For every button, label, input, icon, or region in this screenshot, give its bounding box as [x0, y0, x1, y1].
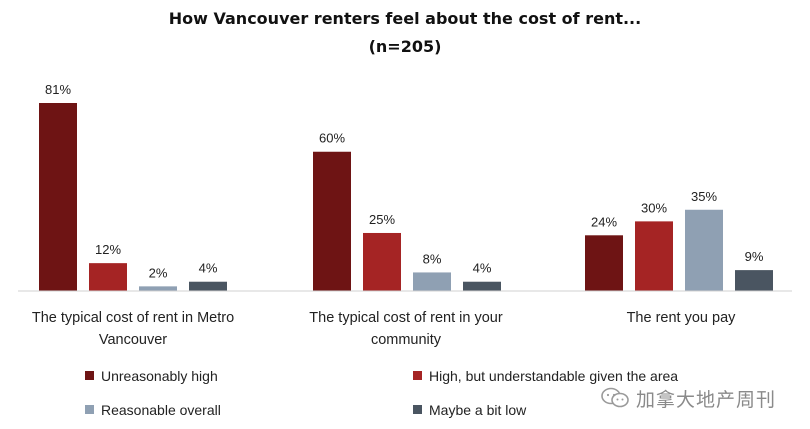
data-label-3-4: 9% — [745, 249, 764, 264]
bar-2-4 — [463, 281, 501, 291]
legend-swatch-2 — [413, 371, 422, 380]
data-label-2-1: 60% — [319, 131, 345, 146]
category-label-2-line-1: The typical cost of rent in your — [309, 310, 503, 326]
category-label-2-line-2: community — [371, 332, 442, 348]
bar-3-1 — [585, 235, 623, 291]
category-label-3-line-1: The rent you pay — [627, 310, 737, 326]
chart-title: How Vancouver renters feel about the cos… — [169, 9, 641, 28]
legend-swatch-3 — [85, 405, 94, 414]
wechat-icon — [601, 387, 629, 408]
chart-subtitle: (n=205) — [369, 37, 442, 56]
legend-label-1: Unreasonably high — [101, 368, 218, 384]
bar-2-2 — [363, 232, 401, 291]
bar-1-1 — [39, 103, 77, 291]
data-label-2-2: 25% — [369, 212, 395, 227]
legend-label-4: Maybe a bit low — [429, 402, 527, 418]
data-label-1-3: 2% — [149, 265, 168, 280]
watermark-text: 加拿大地产周刊 — [636, 388, 777, 411]
data-label-3-3: 35% — [691, 189, 717, 204]
bar-1-2 — [89, 263, 127, 291]
legend-label-3: Reasonable overall — [101, 402, 221, 418]
data-label-1-1: 81% — [45, 82, 71, 97]
bar-3-4 — [735, 270, 773, 291]
bar-3-3 — [685, 209, 723, 291]
bar-2-3 — [413, 272, 451, 291]
data-labels-group: 81% 12% 2% 4% 60% 25% 8% 4% 24% 30% 35% 9% — [45, 82, 764, 280]
legend-swatch-1 — [85, 371, 94, 380]
watermark: 加拿大地产周刊 — [600, 380, 810, 416]
category-label-1-line-1: The typical cost of rent in Metro — [32, 310, 234, 326]
data-label-1-4: 4% — [199, 261, 218, 276]
data-label-1-2: 12% — [95, 242, 121, 257]
legend-label-2: High, but understandable given the area — [429, 368, 678, 384]
bar-1-4 — [189, 281, 227, 291]
data-label-3-2: 30% — [641, 200, 667, 215]
bar-2-1 — [313, 151, 351, 291]
category-label-1-line-2: Vancouver — [99, 332, 167, 348]
legend: Unreasonably high High, but understandabl… — [85, 368, 678, 418]
data-label-2-3: 8% — [423, 251, 442, 266]
data-label-2-4: 4% — [473, 261, 492, 276]
bars-group — [39, 103, 773, 291]
data-label-3-1: 24% — [591, 214, 617, 229]
legend-swatch-4 — [413, 405, 422, 414]
category-labels-group: The typical cost of rent in Metro Vancouv… — [32, 310, 736, 348]
bar-3-2 — [635, 221, 673, 291]
bar-1-3 — [139, 286, 177, 291]
